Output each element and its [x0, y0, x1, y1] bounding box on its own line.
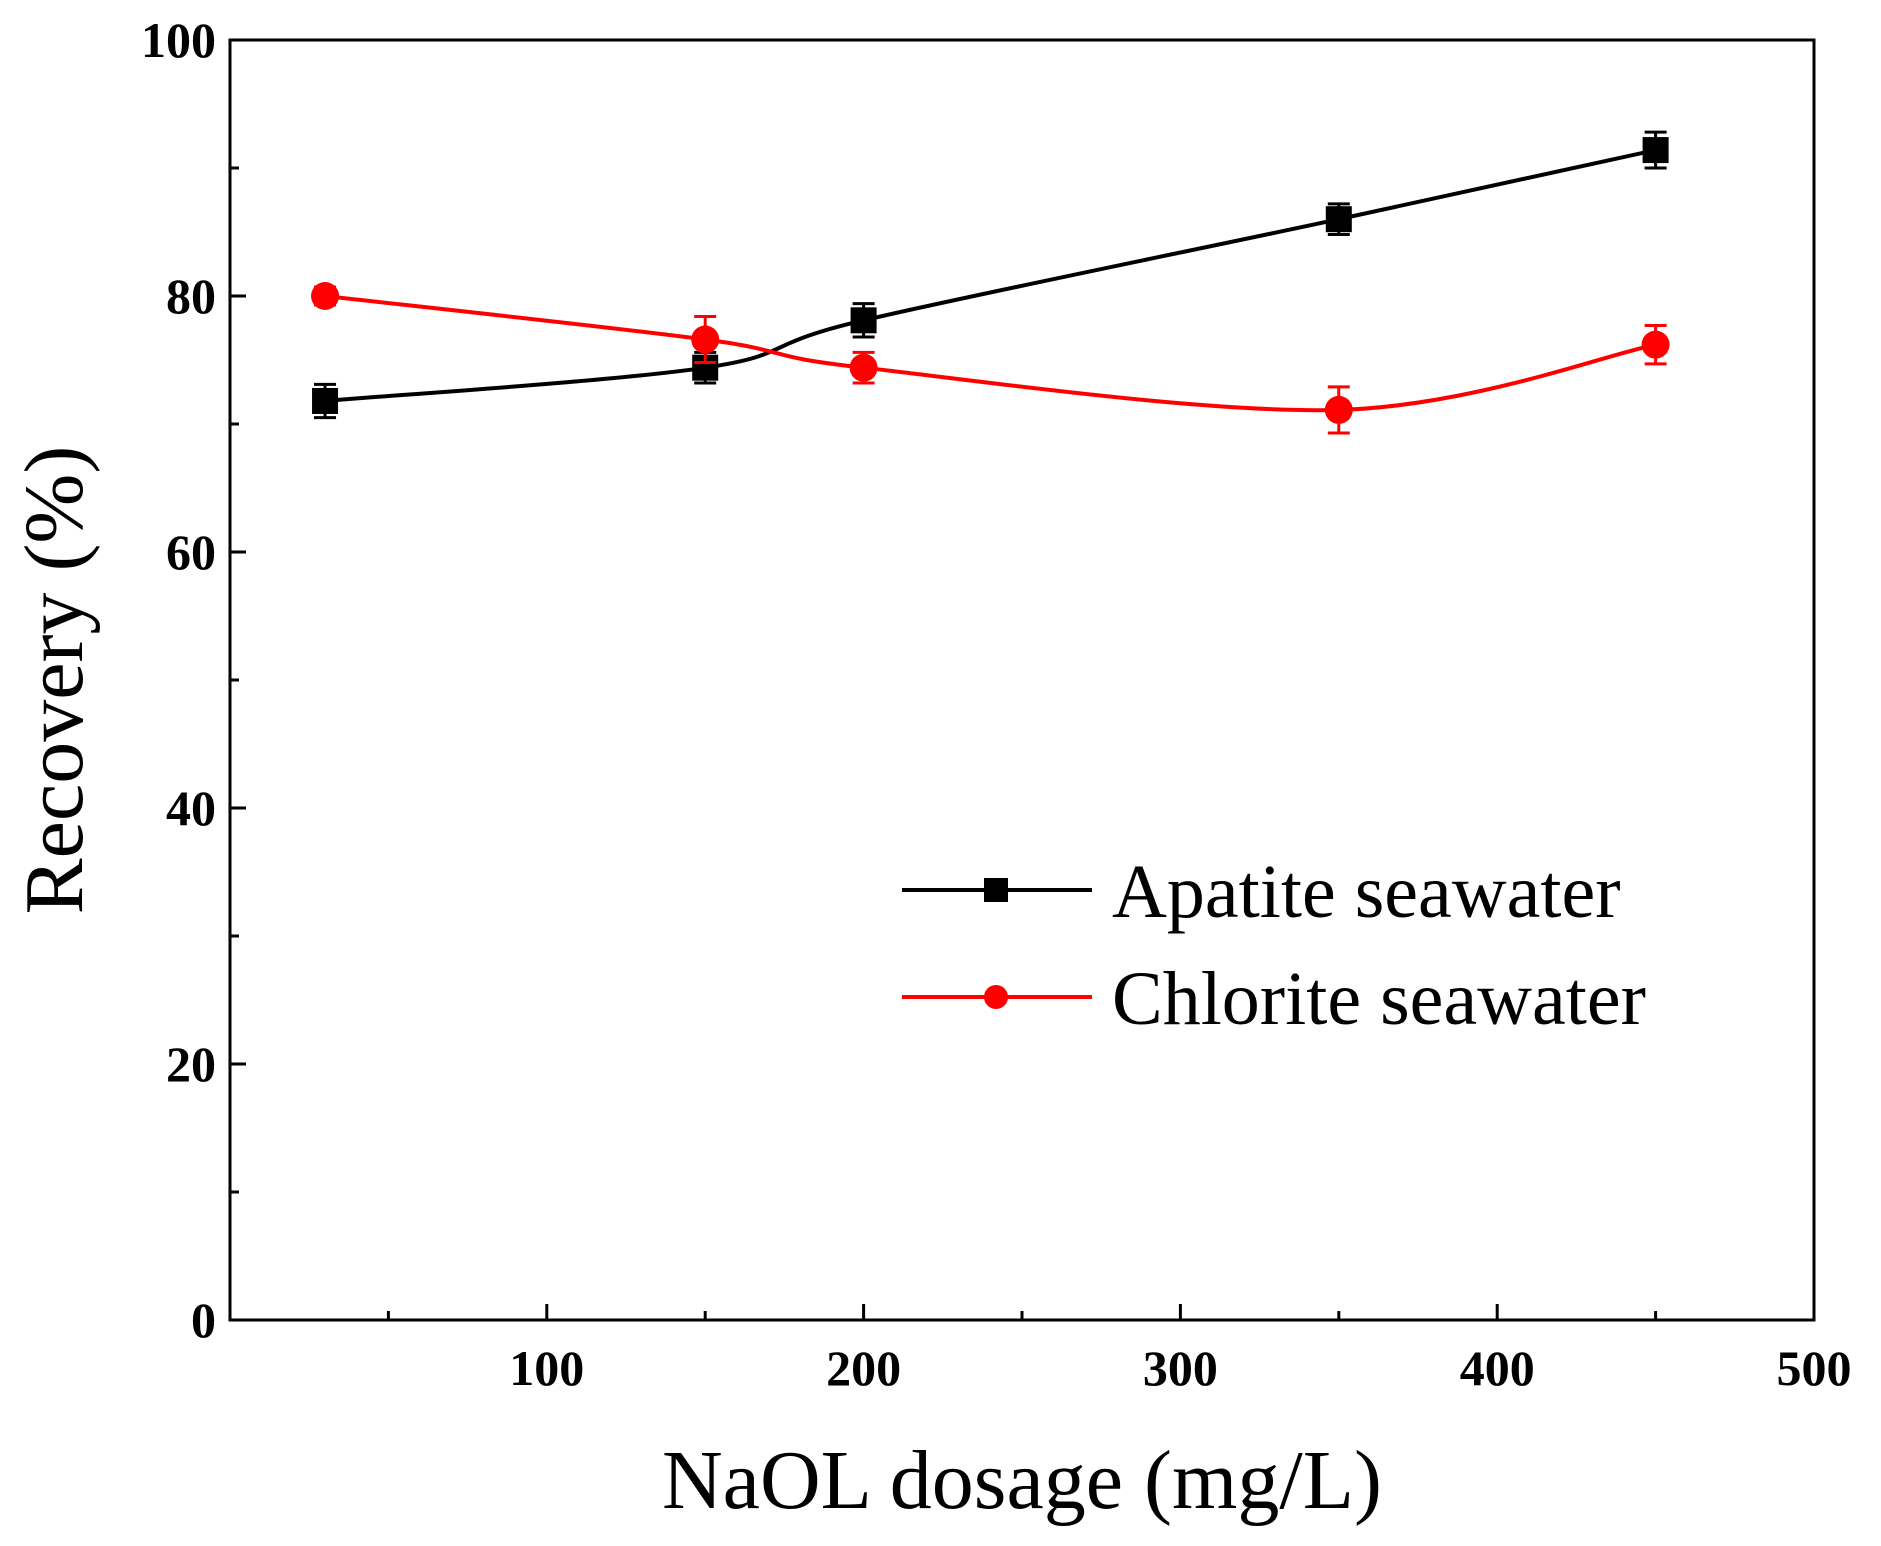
legend-label-chlorite: Chlorite seawater — [1112, 957, 1646, 1041]
x-axis: 100 200 300 400 500 — [388, 1304, 1851, 1396]
series-line-chlorite — [325, 296, 1656, 410]
x-tick-label: 200 — [826, 1340, 901, 1396]
legend: Apatite seawater Chlorite seawater — [902, 850, 1646, 1041]
data-point-chlorite — [1642, 331, 1670, 359]
x-tick-label: 100 — [509, 1340, 584, 1396]
x-tick-label: 500 — [1777, 1340, 1852, 1396]
x-tick-label: 300 — [1143, 1340, 1218, 1396]
data-point-chlorite — [850, 354, 878, 382]
legend-label-apatite: Apatite seawater — [1112, 850, 1621, 934]
data-point-chlorite — [1325, 396, 1353, 424]
data-point-apatite — [1643, 137, 1669, 163]
y-tick-label: 100 — [141, 12, 216, 68]
series-chlorite — [311, 282, 1670, 433]
y-tick-label: 0 — [191, 1292, 216, 1348]
legend-marker-apatite — [984, 878, 1008, 902]
y-tick-label: 60 — [166, 524, 216, 580]
data-point-chlorite — [311, 282, 339, 310]
data-point-apatite — [851, 307, 877, 333]
data-point-apatite — [1326, 206, 1352, 232]
series-apatite — [312, 132, 1669, 417]
x-tick-label: 400 — [1460, 1340, 1535, 1396]
plot-frame — [230, 40, 1814, 1320]
y-axis-title: Recovery (%) — [8, 446, 101, 915]
x-axis-title: NaOL dosage (mg/L) — [662, 1434, 1382, 1527]
y-tick-label: 40 — [166, 780, 216, 836]
y-tick-label: 20 — [166, 1036, 216, 1092]
series-line-apatite — [325, 150, 1656, 401]
chart-figure: 0 20 40 60 80 100 100 200 300 400 500 NaOL dosage… — [0, 0, 1881, 1546]
data-point-apatite — [312, 388, 338, 414]
legend-marker-chlorite — [984, 985, 1008, 1009]
y-tick-label: 80 — [166, 268, 216, 324]
series-layer — [311, 132, 1670, 433]
data-point-chlorite — [691, 326, 719, 354]
